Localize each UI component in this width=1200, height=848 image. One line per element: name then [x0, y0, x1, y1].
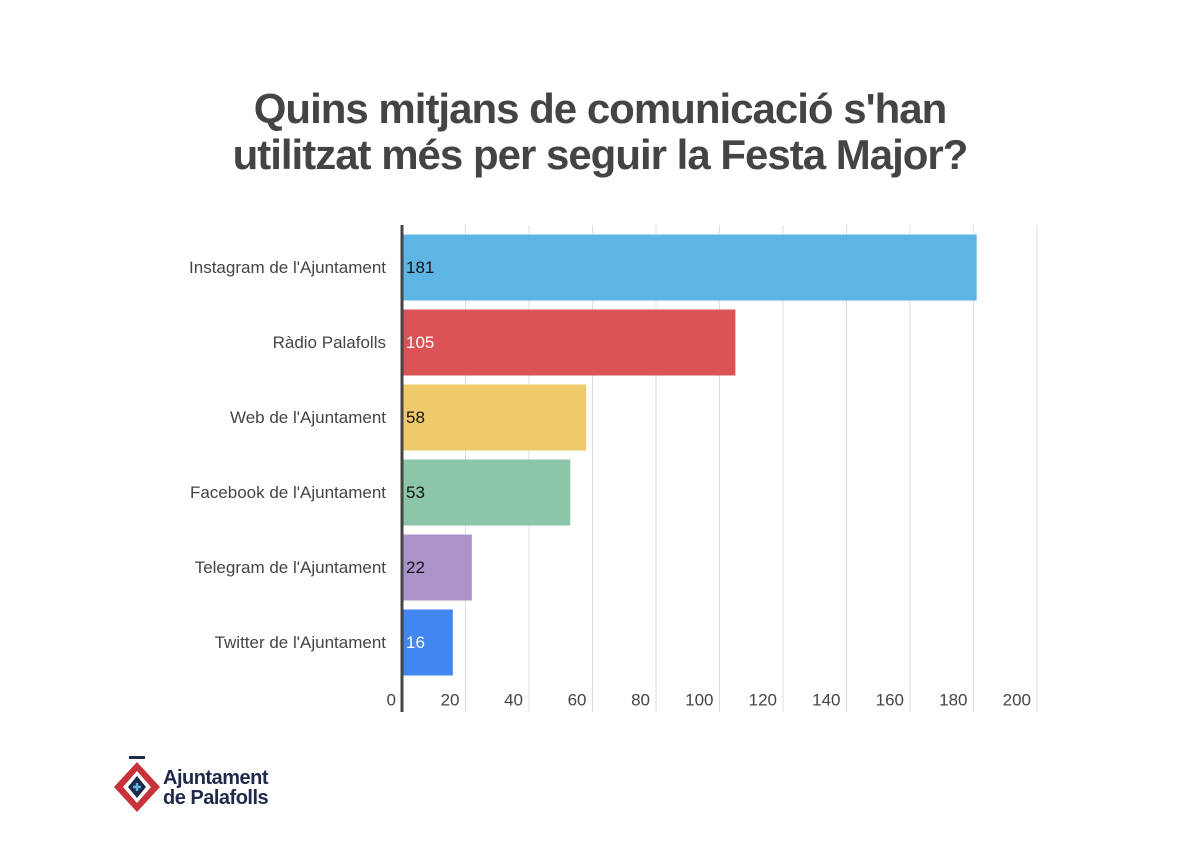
y-tick-label: Telegram de l'Ajuntament: [195, 558, 387, 577]
bar: [402, 459, 571, 526]
value-label: 181: [406, 258, 434, 277]
x-tick-label: 40: [504, 690, 523, 709]
bar: [402, 234, 977, 301]
x-tick-label: 200: [1003, 690, 1031, 709]
logo-line: de Palafolls: [163, 787, 269, 809]
logo-icon: [114, 756, 160, 812]
y-tick-label: Facebook de l'Ajuntament: [190, 483, 386, 502]
value-label: 105: [406, 333, 434, 352]
x-tick-label: 160: [876, 690, 904, 709]
x-tick-label: 120: [749, 690, 777, 709]
y-tick-label: Twitter de l'Ajuntament: [215, 633, 387, 652]
y-tick-label: Ràdio Palafolls: [273, 333, 386, 352]
x-tick-label: 80: [631, 690, 650, 709]
value-label: 16: [406, 633, 425, 652]
logo-text: Ajuntament de Palafolls: [163, 767, 269, 809]
value-label: 58: [406, 408, 425, 427]
x-tick-label: 100: [685, 690, 713, 709]
x-tick-label: 20: [441, 690, 460, 709]
logo-line: Ajuntament: [163, 767, 269, 789]
bar: [402, 534, 472, 601]
value-label: 22: [406, 558, 425, 577]
value-label: 53: [406, 483, 425, 502]
bar: [402, 309, 736, 376]
y-tick-label: Instagram de l'Ajuntament: [189, 258, 386, 277]
x-tick-label: 0: [387, 690, 396, 709]
chart-title: Quins mitjans de comunicació s'han utili…: [232, 85, 969, 178]
y-tick-label: Web de l'Ajuntament: [230, 408, 386, 427]
x-tick-label: 60: [568, 690, 587, 709]
bar: [402, 384, 587, 451]
x-tick-label: 140: [812, 690, 840, 709]
bar: [402, 609, 453, 676]
x-tick-label: 180: [939, 690, 967, 709]
